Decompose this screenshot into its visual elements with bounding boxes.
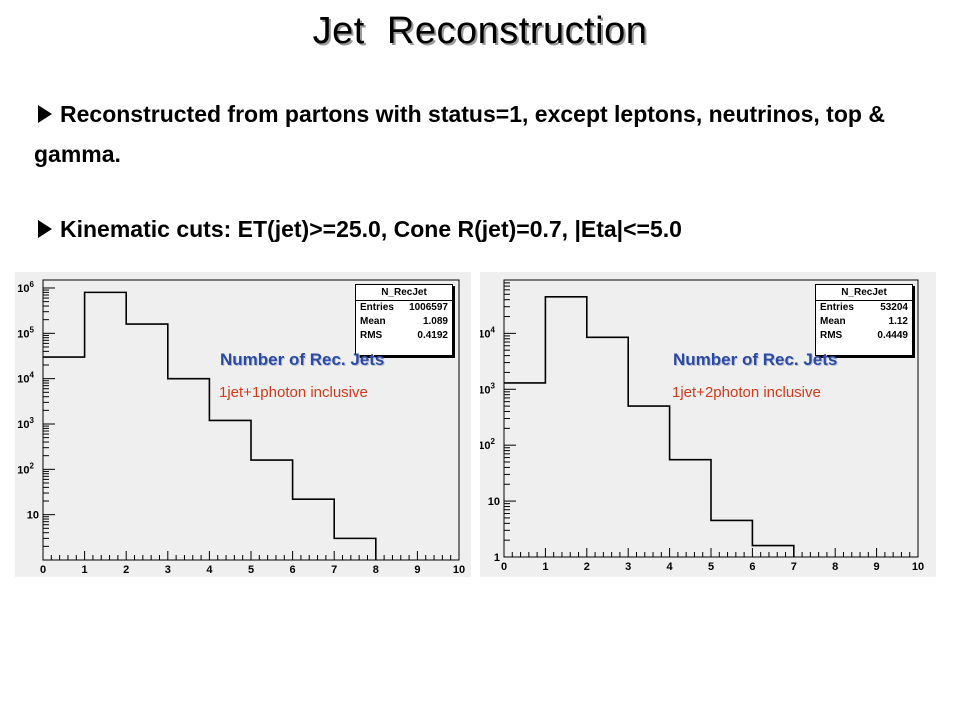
y-tick-label: 105 bbox=[17, 325, 34, 340]
x-tick-label: 8 bbox=[373, 564, 379, 576]
stats-entries-value: 53204 bbox=[880, 302, 908, 313]
stats-entries-label: Entries bbox=[360, 302, 394, 313]
stats-box: N_RecJet Entries 1006597 Mean 1.089 RMS 0.4… bbox=[355, 284, 453, 356]
bullet-text: Kinematic cuts: ET(jet)>=25.0, Cone R(je… bbox=[60, 216, 682, 242]
x-tick-label: 2 bbox=[123, 564, 129, 576]
x-tick-label: 7 bbox=[791, 561, 797, 573]
y-tick-label: 10 bbox=[488, 496, 500, 508]
histogram-bin bbox=[670, 460, 711, 557]
histogram-bin bbox=[628, 406, 669, 557]
histogram-bin bbox=[43, 357, 85, 560]
y-tick-label: 104 bbox=[17, 371, 34, 386]
stats-rms-label: RMS bbox=[360, 330, 383, 341]
y-tick-label: 106 bbox=[17, 280, 34, 295]
legend-title: Number of Rec. Jets bbox=[673, 350, 838, 369]
x-tick-label: 2 bbox=[584, 561, 590, 573]
histogram-panel-1jet1photon: 0 1 2 3 4 5 6 7 8 9 10 10 102 103 104 105 106 N_RecJet E… bbox=[15, 272, 471, 577]
histogram-bin bbox=[752, 546, 793, 557]
y-tick-label: 1 bbox=[494, 552, 500, 564]
histogram-panel-1jet2photon: 0 1 2 3 4 5 6 7 8 9 10 1 10 102 103 104 N_RecJet Entrie… bbox=[480, 272, 936, 577]
x-tick-label: 10 bbox=[912, 561, 924, 573]
x-tick-label: 10 bbox=[453, 564, 465, 576]
histogram-bin bbox=[293, 499, 335, 560]
histogram-bin bbox=[334, 538, 376, 560]
y-tick-label: 102 bbox=[17, 461, 34, 476]
arrow-bullet-icon bbox=[38, 104, 52, 123]
histogram-bin bbox=[545, 297, 586, 557]
histogram-bin bbox=[251, 460, 293, 560]
histogram-bin bbox=[209, 420, 251, 560]
y-tick-label: 104 bbox=[480, 325, 496, 340]
arrow-bullet-icon bbox=[38, 219, 52, 238]
stats-title: N_RecJet bbox=[816, 285, 912, 301]
legend-title: Number of Rec. Jets bbox=[220, 350, 385, 369]
histogram-bin bbox=[85, 292, 127, 560]
x-tick-label: 6 bbox=[290, 564, 296, 576]
x-tick-label: 3 bbox=[625, 561, 631, 573]
x-tick-label: 1 bbox=[542, 561, 548, 573]
x-tick-label: 6 bbox=[749, 561, 755, 573]
y-tick-label: 102 bbox=[480, 437, 496, 452]
stats-rms-value: 0.4449 bbox=[877, 330, 908, 341]
histogram-bin bbox=[504, 383, 545, 557]
histogram-bin bbox=[126, 324, 168, 560]
stats-box: N_RecJet Entries 53204 Mean 1.12 RMS 0.4449 bbox=[815, 284, 913, 356]
stats-mean-value: 1.089 bbox=[422, 316, 448, 327]
bullet-item: Reconstructed from partons with status=1… bbox=[34, 94, 954, 174]
histogram-line bbox=[43, 291, 377, 560]
histogram-bin bbox=[168, 379, 210, 560]
stats-title: N_RecJet bbox=[356, 285, 452, 301]
x-tick-label: 7 bbox=[331, 564, 337, 576]
histogram-line bbox=[504, 296, 795, 557]
legend-subtitle: 1jet+2photon inclusive bbox=[672, 384, 821, 401]
bullet-text: Reconstructed from partons with status=1… bbox=[34, 101, 885, 167]
x-tick-label: 5 bbox=[708, 561, 714, 573]
legend-subtitle: 1jet+1photon inclusive bbox=[219, 384, 368, 401]
y-tick-label: 10 bbox=[27, 510, 39, 522]
stats-mean-label: Mean bbox=[360, 316, 386, 327]
x-tick-label: 4 bbox=[667, 561, 674, 573]
x-tick-label: 0 bbox=[501, 561, 507, 573]
histogram-bin bbox=[587, 337, 628, 557]
x-tick-label: 1 bbox=[82, 564, 88, 576]
x-tick-label: 9 bbox=[414, 564, 420, 576]
stats-rms-label: RMS bbox=[820, 330, 843, 341]
x-tick-label: 5 bbox=[248, 564, 254, 576]
stats-rms-value: 0.4192 bbox=[417, 330, 448, 341]
bullet-item: Kinematic cuts: ET(jet)>=25.0, Cone R(je… bbox=[34, 209, 954, 249]
stats-mean-label: Mean bbox=[820, 316, 846, 327]
stats-entries-value: 1006597 bbox=[409, 302, 448, 313]
y-tick-label: 103 bbox=[480, 381, 496, 396]
x-tick-label: 0 bbox=[40, 564, 46, 576]
x-tick-label: 9 bbox=[874, 561, 880, 573]
x-tick-label: 8 bbox=[832, 561, 838, 573]
y-tick-label: 103 bbox=[17, 416, 34, 431]
stats-mean-value: 1.12 bbox=[888, 316, 908, 327]
histogram-bin bbox=[711, 520, 752, 557]
stats-entries-label: Entries bbox=[820, 302, 854, 313]
x-tick-label: 3 bbox=[165, 564, 171, 576]
slide-title: Jet Reconstruction bbox=[312, 10, 648, 52]
x-tick-label: 4 bbox=[206, 564, 213, 576]
